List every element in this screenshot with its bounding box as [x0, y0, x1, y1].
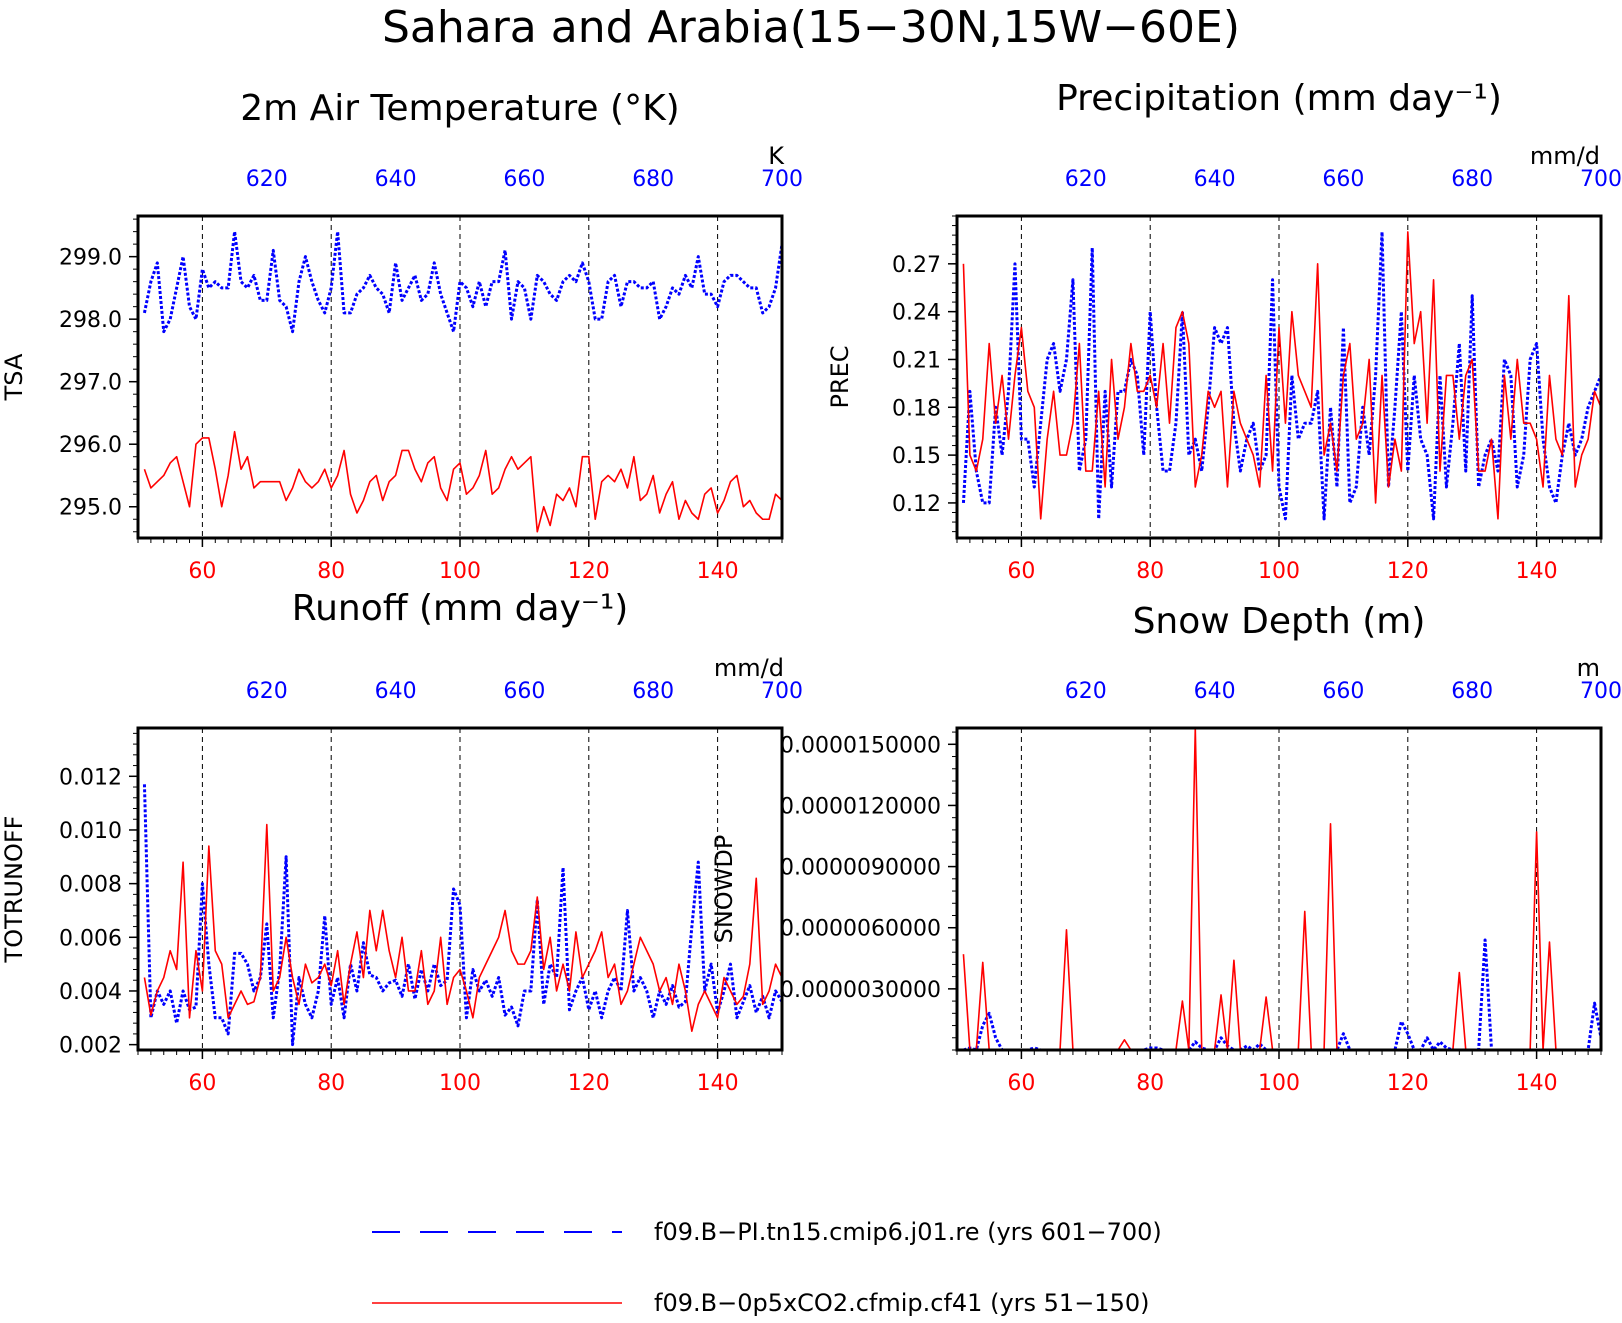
panel-runoff: Runoff (mm day⁻¹) mm/d TOTRUNOFF 0.002 0.004…: [0, 588, 803, 1096]
x-top-tick-label: 640: [375, 167, 417, 192]
x-top-tick-label: 680: [1451, 167, 1493, 192]
x-top-tick-label: 660: [503, 167, 545, 192]
y-tick-label: 0.010: [59, 819, 122, 844]
x-top-tick-label: 700: [761, 679, 803, 704]
panel-title: Runoff (mm day⁻¹): [292, 588, 629, 629]
x-top-tick-label: 660: [1322, 167, 1364, 192]
series-line-case2: [962, 231, 1601, 520]
series-line-case2: [143, 823, 782, 1033]
x-tick-label: 80: [1136, 1071, 1164, 1096]
panel-title: Precipitation (mm day⁻¹): [1056, 78, 1502, 119]
y-tick-label: 0.012: [59, 765, 122, 790]
x-top-tick-label: 640: [1194, 167, 1236, 192]
x-tick-label: 80: [317, 1071, 345, 1096]
y-axis-label: TSA: [0, 353, 28, 401]
x-top-tick-label: 620: [1065, 167, 1107, 192]
y-tick-label: 0.27: [892, 253, 941, 278]
x-tick-label: 60: [188, 559, 216, 584]
units-label: m: [1577, 654, 1600, 682]
x-tick-label: 80: [1136, 559, 1164, 584]
x-top-tick-label: 640: [375, 679, 417, 704]
x-top-tick-label: 680: [1451, 679, 1493, 704]
y-tick-label: 295.0: [59, 496, 122, 521]
y-axis-label: SNOWDP: [710, 835, 738, 944]
x-top-tick-label: 660: [1322, 679, 1364, 704]
y-tick-label: 0.002: [59, 1034, 122, 1059]
x-tick-label: 140: [697, 1071, 739, 1096]
x-tick-label: 80: [317, 559, 345, 584]
y-tick-label: 0.006: [59, 926, 122, 951]
panel-title: Snow Depth (m): [1133, 601, 1426, 642]
x-tick-label: 120: [1387, 559, 1429, 584]
x-tick-label: 140: [1516, 1071, 1558, 1096]
y-axis-label: TOTRUNOFF: [0, 816, 28, 964]
x-tick-label: 60: [188, 1071, 216, 1096]
units-label: mm/d: [714, 654, 784, 682]
x-tick-label: 100: [1258, 559, 1300, 584]
x-top-tick-label: 700: [761, 167, 803, 192]
panel-snowdp: Snow Depth (m) m SNOWDP 0.0000030000 0.00000…: [710, 601, 1622, 1096]
y-tick-label: 0.18: [892, 396, 941, 421]
x-tick-label: 60: [1007, 1071, 1035, 1096]
y-tick-label: 0.24: [892, 301, 941, 326]
x-tick-label: 60: [1007, 559, 1035, 584]
x-tick-label: 120: [568, 1071, 610, 1096]
x-top-tick-label: 700: [1580, 167, 1622, 192]
y-tick-label: 0.15: [892, 444, 941, 469]
x-top-tick-label: 640: [1194, 679, 1236, 704]
y-tick-label: 297.0: [59, 371, 122, 396]
x-tick-label: 100: [439, 1071, 481, 1096]
y-tick-label: 296.0: [59, 433, 122, 458]
y-tick-label: 0.0000090000: [780, 856, 941, 881]
x-tick-label: 120: [1387, 1071, 1429, 1096]
x-top-tick-label: 700: [1580, 679, 1622, 704]
main-title: Sahara and Arabia(15−30N,15W−60E): [382, 2, 1240, 53]
y-tick-label: 0.21: [892, 348, 941, 373]
y-tick-label: 0.0000120000: [780, 794, 941, 819]
units-label: K: [768, 142, 785, 170]
legend: f09.B−PI.tn15.cmip6.j01.re (yrs 601−700)…: [372, 1218, 1162, 1317]
legend-label-case2: f09.B−0p5xCO2.cfmip.cf41 (yrs 51−150): [654, 1289, 1149, 1317]
y-tick-label: 299.0: [59, 246, 122, 271]
x-tick-label: 120: [568, 559, 610, 584]
y-tick-label: 0.12: [892, 492, 941, 517]
x-tick-label: 100: [439, 559, 481, 584]
panel-title: 2m Air Temperature (°K): [240, 88, 679, 129]
x-top-tick-label: 620: [1065, 679, 1107, 704]
x-tick-label: 140: [1516, 559, 1558, 584]
series-line-case1: [142, 784, 782, 1047]
y-tick-label: 0.0000060000: [780, 917, 941, 942]
legend-label-case1: f09.B−PI.tn15.cmip6.j01.re (yrs 601−700): [654, 1218, 1162, 1246]
series-line-case1: [961, 230, 1601, 521]
x-tick-label: 100: [1258, 1071, 1300, 1096]
x-tick-label: 140: [697, 559, 739, 584]
x-top-tick-label: 620: [246, 167, 288, 192]
panel-prec: Precipitation (mm day⁻¹) mm/d PREC 0.12 0.15…: [826, 78, 1622, 584]
series-line-case2: [962, 728, 1601, 1050]
x-top-tick-label: 680: [632, 167, 674, 192]
panel-tsa: 2m Air Temperature (°K) K TSA 295.0 296.0 297…: [0, 88, 803, 584]
y-tick-label: 0.0000150000: [780, 733, 941, 758]
series-line-case2: [143, 430, 782, 533]
y-tick-label: 0.004: [59, 980, 122, 1005]
y-tick-label: 0.008: [59, 873, 122, 898]
series-line-case1: [142, 230, 782, 334]
y-axis-label: PREC: [826, 345, 854, 408]
x-top-tick-label: 680: [632, 679, 674, 704]
units-label: mm/d: [1530, 142, 1600, 170]
y-tick-label: 0.0000030000: [780, 978, 941, 1003]
x-top-tick-label: 660: [503, 679, 545, 704]
x-top-tick-label: 620: [246, 679, 288, 704]
y-tick-label: 298.0: [59, 308, 122, 333]
series-line-case1: [962, 938, 1601, 1050]
